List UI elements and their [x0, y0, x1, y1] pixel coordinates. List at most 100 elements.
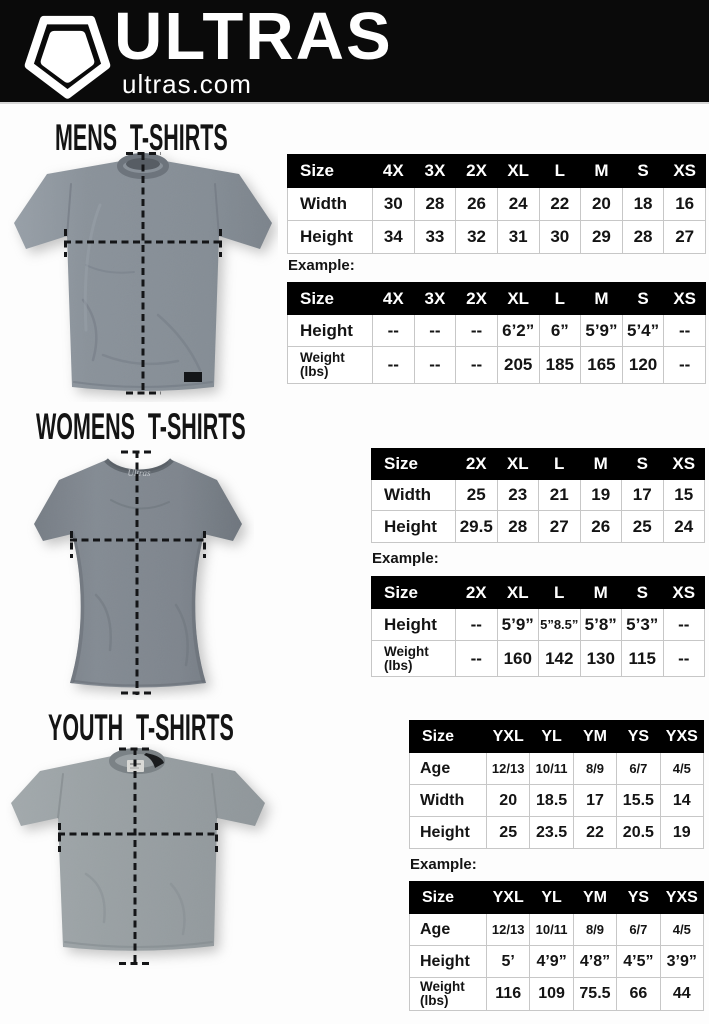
youth-example-label: Example: [410, 856, 477, 873]
size-value-cell: 31 [496, 220, 540, 254]
size-header-cell: S [621, 448, 664, 480]
table-row: Width 20 18.5 17 15.5 14 [409, 784, 705, 817]
table-row: Height -- -- -- 6’2” 6” 5’9” 5’4” -- [287, 314, 706, 347]
size-value-cell: 20 [485, 784, 531, 817]
size-value-cell: 25 [455, 479, 498, 511]
table-header-row: Size YXL YL YM YS YXS [409, 881, 705, 914]
size-value-cell: 116 [485, 977, 531, 1011]
size-value-cell: 15 [662, 479, 705, 511]
size-value-cell: 44 [659, 977, 705, 1011]
table-row: Height 34 33 32 31 30 29 28 27 [287, 220, 706, 254]
size-value-cell: 27 [663, 220, 706, 254]
size-value-cell: 109 [529, 977, 574, 1011]
site-header: ULTRAS ultras.com [0, 0, 709, 104]
size-value-cell: 130 [579, 640, 622, 677]
size-column-title: Size [409, 881, 487, 914]
size-value-cell: 14 [659, 784, 705, 817]
size-header-cell: 3X [413, 282, 457, 315]
row-label: Age [409, 752, 487, 785]
size-value-cell: 20.5 [616, 816, 661, 849]
mens-section-heading: MENS T-SHIRTS [55, 117, 228, 158]
size-value-cell: 115 [621, 640, 664, 677]
row-label: Height [287, 314, 373, 347]
row-label: Height [371, 608, 456, 641]
size-value-cell: 29.5 [455, 510, 498, 543]
size-value-cell: 28 [496, 510, 539, 543]
size-value-cell: 4/5 [659, 752, 705, 785]
table-header-row: Size 2X XL L M S XS [371, 576, 705, 609]
table-row: Height 5’ 4’9” 4’8” 4’5” 3’9” [409, 945, 705, 978]
size-value-cell: 23.5 [529, 816, 574, 849]
size-value-cell: 28 [621, 220, 665, 254]
size-value-cell: 30 [538, 220, 582, 254]
size-value-cell: -- [372, 346, 415, 384]
size-header-cell: M [580, 154, 623, 188]
size-value-cell: 5’ [485, 945, 531, 978]
size-value-cell: -- [455, 314, 498, 347]
mens-size-table: Size 4X 3X 2X XL L M S XS Width 30 28 26 24 22 20 18 16 He… [287, 154, 706, 254]
size-value-cell: -- [372, 314, 415, 347]
womens-size-table: Size 2X XL L M S XS Width 25 23 21 19 17 15 Height 29.5… [371, 448, 705, 543]
size-header-cell: YS [616, 720, 661, 753]
size-value-cell: 3’9” [659, 945, 705, 978]
size-header-cell: XL [496, 154, 540, 188]
size-column-title: Size [371, 576, 456, 609]
size-value-cell: 34 [372, 220, 415, 254]
size-value-cell: 19 [659, 816, 705, 849]
size-value-cell: 26 [579, 510, 622, 543]
size-value-cell: 17 [572, 784, 618, 817]
size-value-cell: 22 [572, 816, 618, 849]
size-value-cell: 12/13 [485, 913, 531, 946]
youth-tshirt-image [11, 747, 265, 965]
size-value-cell: 15.5 [616, 784, 661, 817]
size-header-cell: YL [529, 720, 574, 753]
size-value-cell: -- [663, 314, 706, 347]
row-label: Age [409, 913, 487, 946]
size-column-title: Size [371, 448, 456, 480]
youth-shirt-shape [11, 748, 265, 951]
size-value-cell: 4’9” [529, 945, 574, 978]
size-value-cell: 5’3” [621, 608, 664, 641]
size-header-cell: L [538, 448, 581, 480]
size-value-cell: 142 [538, 640, 581, 677]
size-header-cell: YXL [485, 720, 531, 753]
hem-tag [184, 372, 202, 382]
size-value-cell: 4/5 [659, 913, 705, 946]
size-header-cell: 2X [455, 576, 498, 609]
size-value-cell: 20 [580, 187, 623, 221]
table-row: Width 25 23 21 19 17 15 [371, 479, 705, 511]
table-row: Age 12/13 10/11 8/9 6/7 4/5 [409, 752, 705, 785]
size-value-cell: 5’4” [621, 314, 665, 347]
size-header-cell: YXL [485, 881, 531, 914]
size-header-cell: YL [529, 881, 574, 914]
womens-section-heading: WOMENS T-SHIRTS [36, 406, 246, 447]
table-header-row: Size YXL YL YM YS YXS [409, 720, 705, 753]
table-row: Weight (lbs) -- -- -- 205 185 165 120 -- [287, 346, 706, 384]
row-label: Weight (lbs) [287, 346, 373, 384]
brand-site-url: ultras.com [122, 69, 252, 99]
womens-example-label: Example: [372, 550, 439, 567]
size-value-cell: 8/9 [572, 752, 618, 785]
size-value-cell: 18 [621, 187, 665, 221]
size-value-cell: 21 [538, 479, 581, 511]
size-value-cell: -- [455, 608, 498, 641]
size-value-cell: 24 [662, 510, 705, 543]
size-value-cell: 29 [580, 220, 623, 254]
size-header-cell: YXS [659, 881, 705, 914]
size-header-cell: XL [496, 576, 539, 609]
table-header-row: Size 4X 3X 2X XL L M S XS [287, 154, 706, 188]
size-value-cell: 5’8” [579, 608, 622, 641]
size-value-cell: -- [455, 640, 498, 677]
measurement-lines [70, 450, 206, 695]
size-header-cell: L [538, 576, 581, 609]
size-value-cell: -- [413, 314, 457, 347]
size-column-title: Size [287, 282, 373, 315]
size-value-cell: 66 [616, 977, 661, 1011]
row-label: Width [371, 479, 456, 511]
size-header-cell: XL [496, 448, 539, 480]
table-header-row: Size 4X 3X 2X XL L M S XS [287, 282, 706, 315]
table-row: Height 29.5 28 27 26 25 24 [371, 510, 705, 543]
table-row: Age 12/13 10/11 8/9 6/7 4/5 [409, 913, 705, 946]
row-label: Width [409, 784, 487, 817]
size-header-cell: M [579, 576, 622, 609]
